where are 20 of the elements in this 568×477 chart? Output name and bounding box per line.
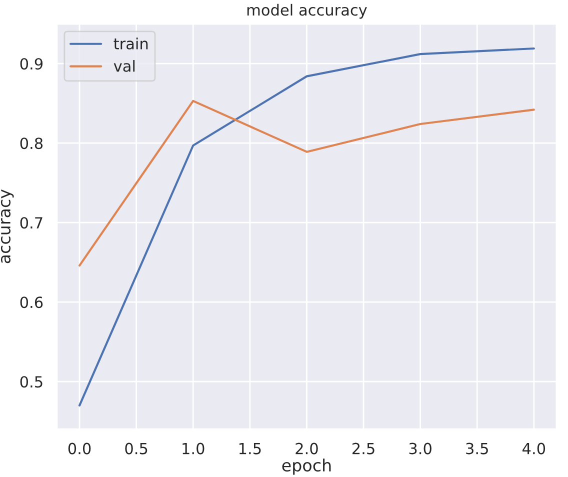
chart-title: model accuracy [247, 4, 367, 19]
y-tick-label: 0.7 [20, 217, 42, 229]
line-series [78, 100, 535, 267]
y-tick-label: 0.6 [20, 296, 43, 308]
x-tick-label: 4.0 [522, 442, 546, 454]
x-axis-title: epoch [282, 458, 331, 475]
legend-label: val [114, 60, 135, 72]
y-tick-label: 0.5 [20, 376, 42, 388]
x-tick-label: 3.0 [409, 442, 432, 454]
x-tick-label: 1.0 [182, 442, 204, 454]
x-tick-label: 0.0 [68, 442, 91, 454]
x-tick-label: 0.5 [125, 442, 148, 454]
legend-label: train [114, 38, 148, 50]
x-tick-label: 1.5 [239, 442, 261, 454]
y-tick-label: 0.8 [20, 138, 43, 150]
y-axis-title: accuracy [0, 189, 14, 264]
x-tick-label: 3.5 [466, 442, 488, 454]
x-tick-label: 2.5 [352, 442, 374, 454]
x-tick-label: 2.0 [296, 442, 318, 454]
y-tick-label: 0.9 [20, 58, 43, 70]
